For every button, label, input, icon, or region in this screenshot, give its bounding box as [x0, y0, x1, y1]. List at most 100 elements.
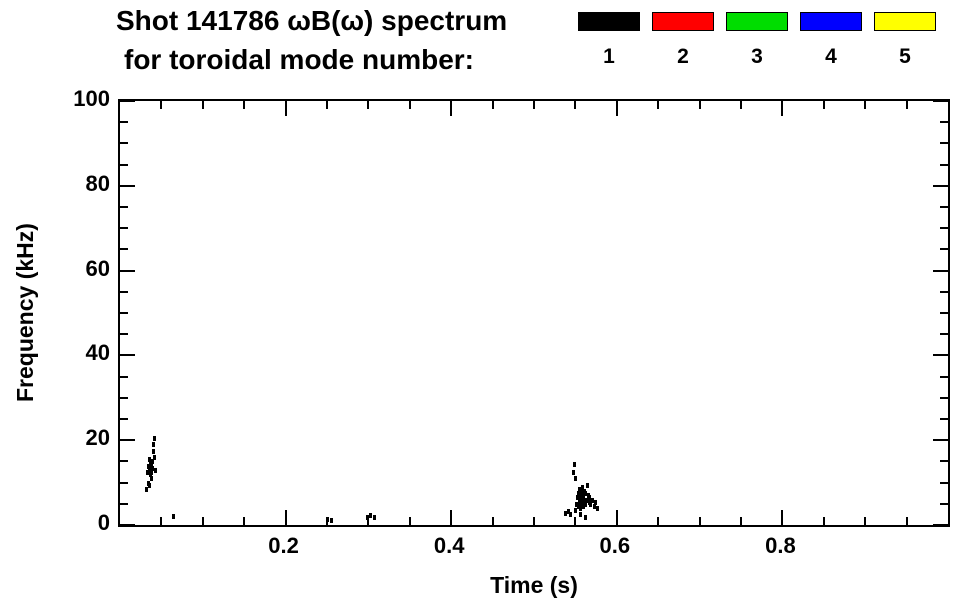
x-minor-tick: [160, 101, 163, 109]
y-minor-tick: [940, 227, 948, 230]
legend: 1 2 3 4 5: [578, 12, 936, 69]
figure-title-line1: Shot 141786 ωB(ω) spectrum: [116, 5, 508, 36]
data-point-mode-1: [171, 513, 175, 519]
x-minor-tick: [574, 517, 577, 525]
y-tick-label: 0: [97, 510, 110, 535]
y-minor-tick: [940, 375, 948, 378]
y-major-tick: [120, 269, 135, 272]
legend-swatch-mode-4: [800, 12, 862, 31]
y-major-tick: [933, 269, 948, 272]
data-point-mode-1: [578, 497, 582, 503]
data-point-mode-1: [147, 482, 151, 488]
data-point-mode-1: [585, 497, 589, 503]
y-minor-tick: [120, 396, 128, 399]
data-point-mode-1: [566, 509, 570, 515]
data-point-mode-1: [146, 470, 150, 475]
y-major-tick: [933, 100, 948, 102]
x-minor-tick: [243, 101, 246, 109]
y-minor-tick: [940, 460, 948, 463]
data-point-mode-1: [581, 499, 585, 505]
data-point-mode-1: [564, 511, 568, 517]
y-minor-tick: [120, 142, 128, 145]
x-minor-tick: [243, 517, 246, 525]
y-axis-title: Frequency (kHz): [12, 223, 38, 403]
data-point-mode-1: [594, 499, 598, 505]
x-tick-label: 0.2: [268, 533, 299, 558]
data-point-mode-1: [581, 503, 585, 509]
y-minor-tick: [940, 206, 948, 208]
x-minor-tick: [533, 517, 535, 525]
x-minor-tick: [574, 101, 577, 109]
x-major-tick: [781, 510, 784, 525]
data-point-mode-1: [579, 512, 583, 518]
data-point-mode-1: [586, 493, 590, 499]
x-major-tick: [450, 510, 453, 525]
x-minor-tick: [201, 517, 204, 525]
x-minor-tick: [367, 101, 370, 109]
data-point-mode-1: [365, 514, 369, 520]
data-point-mode-1: [583, 501, 587, 507]
plot-area: [118, 99, 950, 527]
x-minor-tick: [864, 101, 867, 109]
y-minor-tick: [120, 502, 128, 505]
x-major-tick: [781, 101, 784, 116]
data-point-mode-1: [147, 457, 151, 463]
data-point-mode-1: [589, 501, 593, 507]
data-point-mode-1: [152, 448, 156, 454]
y-tick-label: 60: [85, 255, 110, 281]
y-minor-tick: [940, 481, 948, 484]
y-minor-tick: [940, 333, 948, 336]
x-minor-tick: [822, 517, 825, 525]
data-point-mode-1: [576, 503, 580, 509]
legend-swatch-mode-2: [652, 12, 714, 31]
x-tick-labels: 0.2 0.4 0.6 0.8: [118, 533, 950, 563]
data-point-mode-1: [583, 514, 587, 520]
y-tick-label: 40: [85, 340, 110, 366]
y-tick-labels: 0 20 40 60 80 100: [54, 86, 114, 535]
x-major-tick: [450, 101, 453, 116]
data-point-mode-1: [590, 497, 594, 503]
data-point-mode-1: [581, 493, 585, 499]
legend-swatch-mode-5: [874, 12, 936, 31]
data-point-mode-1: [149, 476, 153, 482]
x-tick-label: 0.8: [765, 533, 796, 558]
x-tick-label: 0.6: [599, 533, 631, 558]
y-minor-tick: [940, 248, 948, 251]
x-minor-tick: [408, 517, 411, 525]
data-point-mode-1: [595, 506, 599, 512]
x-major-tick: [615, 510, 618, 525]
data-point-mode-1: [150, 470, 154, 475]
y-minor-tick: [120, 206, 128, 208]
legend-label-mode-3: 3: [751, 45, 763, 68]
x-minor-tick: [160, 517, 163, 525]
x-major-tick: [284, 510, 287, 525]
data-point-mode-1: [580, 489, 584, 495]
x-tick-label: 0.4: [433, 533, 465, 558]
data-point-mode-1: [588, 495, 592, 501]
x-minor-tick: [533, 101, 535, 109]
data-point-mode-1: [152, 436, 156, 442]
x-minor-tick: [326, 101, 328, 109]
data-point-mode-1: [577, 486, 581, 492]
y-minor-tick: [120, 312, 128, 314]
data-point-mode-1: [148, 472, 152, 478]
data-point-mode-1: [587, 499, 591, 505]
data-point-mode-1: [582, 497, 586, 503]
legend-swatches: [578, 12, 936, 31]
x-minor-tick: [657, 101, 660, 109]
y-minor-tick: [120, 121, 128, 124]
y-minor-tick: [120, 481, 128, 484]
y-minor-tick: [120, 248, 128, 251]
y-minor-tick: [940, 163, 948, 166]
y-major-tick: [120, 354, 135, 357]
data-point-mode-1: [581, 484, 585, 490]
y-minor-tick: [120, 333, 128, 336]
data-point-mode-1: [579, 501, 583, 507]
y-tick-label: 100: [73, 86, 110, 111]
y-minor-tick: [940, 418, 948, 420]
x-minor-tick: [698, 101, 701, 109]
data-point-mode-1: [580, 495, 584, 501]
y-minor-tick: [120, 460, 128, 463]
y-minor-tick: [120, 418, 128, 420]
